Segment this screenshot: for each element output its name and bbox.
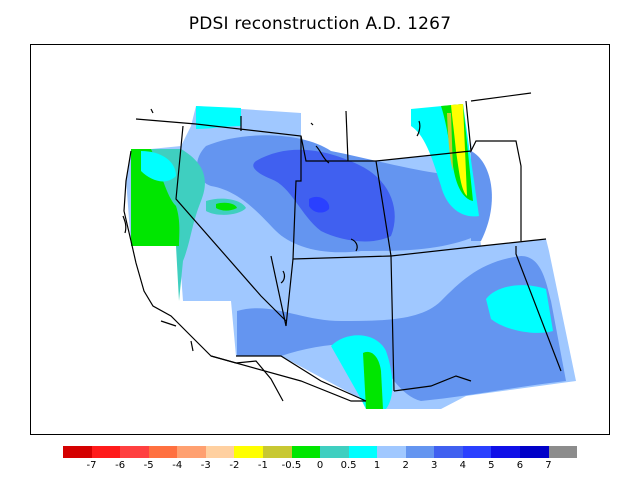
legend-swatch bbox=[348, 446, 378, 458]
legend-tick-label: -0.5 bbox=[281, 460, 302, 471]
legend-swatch bbox=[262, 446, 292, 458]
legend-tick-label: 5 bbox=[488, 460, 495, 471]
state-boundaries bbox=[135, 92, 562, 392]
legend-swatch bbox=[63, 446, 92, 458]
legend-tick-label: 1 bbox=[373, 460, 381, 471]
legend-tick-label: -1 bbox=[257, 460, 268, 471]
legend-tick-label: -2 bbox=[229, 460, 240, 471]
legend-tick-label: 6 bbox=[516, 460, 524, 471]
legend-tick-label: 2 bbox=[402, 460, 409, 471]
deep-blue-spot bbox=[309, 196, 330, 213]
legend-swatch bbox=[91, 446, 121, 458]
legend-swatch bbox=[177, 446, 206, 458]
legend-swatch bbox=[491, 446, 520, 458]
legend-swatch bbox=[462, 446, 492, 458]
legend-swatch bbox=[120, 446, 149, 458]
legend-swatch bbox=[148, 446, 178, 458]
east-cyan-blob bbox=[486, 285, 553, 333]
legend-swatch bbox=[548, 446, 578, 458]
legend-tick-label: 0.5 bbox=[340, 460, 357, 471]
blue-core bbox=[253, 149, 395, 242]
southwest-green-zone bbox=[363, 351, 383, 409]
mid-blue-zone-south bbox=[237, 256, 566, 401]
legend-swatch bbox=[434, 446, 463, 458]
legend-swatch bbox=[405, 446, 435, 458]
legend-tick-label: -6 bbox=[115, 460, 126, 471]
legend-tick-label: 7 bbox=[545, 460, 552, 471]
map-title: PDSI reconstruction A.D. 1267 bbox=[188, 14, 452, 34]
west-green-core bbox=[131, 149, 180, 246]
map-panel bbox=[30, 44, 610, 435]
legend-tick-label: -7 bbox=[86, 460, 97, 471]
color-legend bbox=[63, 446, 578, 458]
lakes bbox=[122, 108, 421, 284]
central-green-blob bbox=[216, 202, 237, 211]
legend-swatch bbox=[205, 446, 235, 458]
legend-tick-label: 0 bbox=[316, 460, 324, 471]
legend-swatch bbox=[291, 446, 321, 458]
legend-swatch bbox=[320, 446, 349, 458]
coastlines bbox=[123, 150, 367, 402]
legend-swatch bbox=[520, 446, 549, 458]
legend-tick-label: 3 bbox=[431, 460, 438, 471]
legend-tick-label: -3 bbox=[200, 460, 211, 471]
northeast-yellow-band bbox=[451, 104, 467, 196]
west-cyan-blob bbox=[141, 151, 176, 182]
legend-swatch bbox=[377, 446, 406, 458]
mid-blue-zone-east bbox=[471, 151, 492, 241]
legend-tick-label: -4 bbox=[172, 460, 183, 471]
legend-tick-label: -5 bbox=[143, 460, 154, 471]
legend-swatch bbox=[234, 446, 263, 458]
legend-labels: -7 -6 -5 -4 -3 -2 -1 -0.5 0 0.5 1 2 3 4 5 6 7 bbox=[63, 460, 577, 474]
north-cyan-band bbox=[196, 106, 241, 129]
pdsi-map bbox=[122, 92, 576, 409]
northeast-olive-band bbox=[447, 113, 453, 171]
legend-tick-label: 4 bbox=[459, 460, 466, 471]
